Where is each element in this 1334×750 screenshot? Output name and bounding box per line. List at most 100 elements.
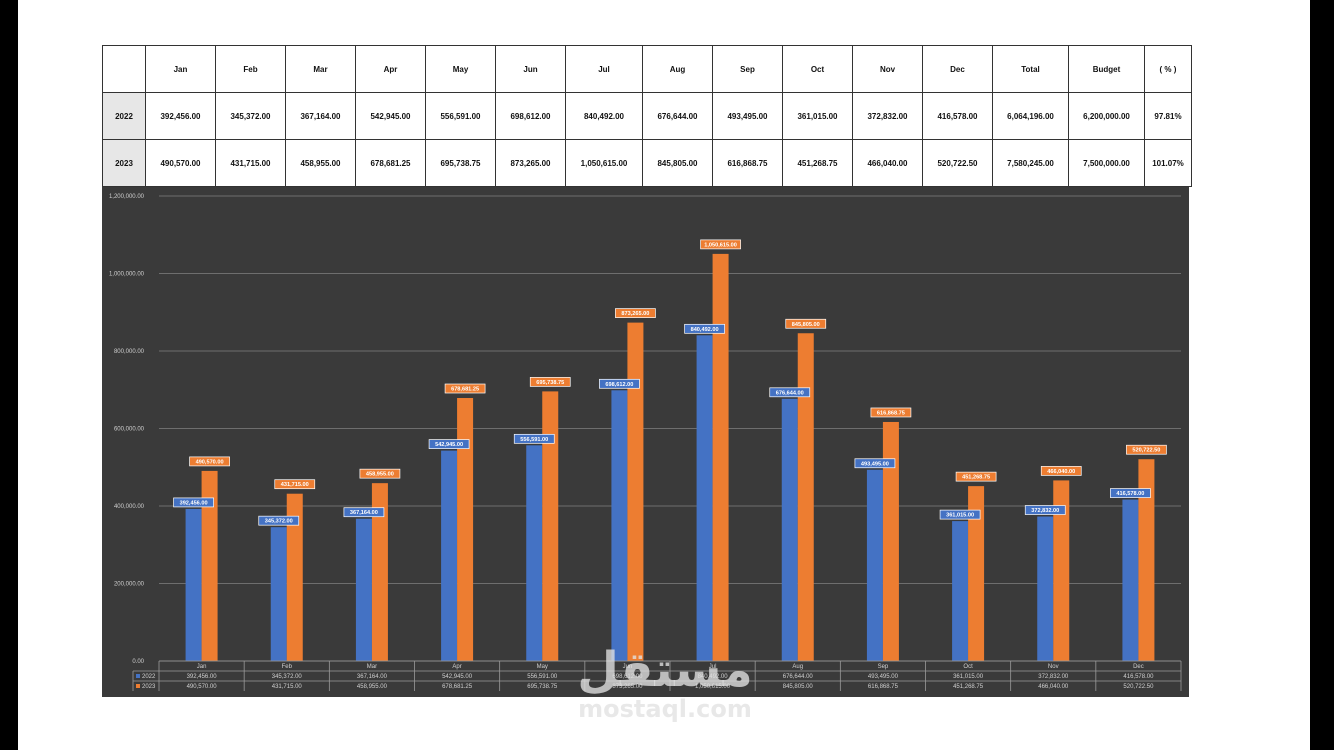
legend-swatch-2023 <box>136 684 140 688</box>
data-label-box <box>1110 488 1151 498</box>
y-tick-label: 800,000.00 <box>114 349 145 355</box>
table-cell: 845,805.00 <box>642 139 713 187</box>
data-table-cell: 542,945.00 <box>442 674 473 680</box>
data-table-cell: 372,832.00 <box>1038 674 1069 680</box>
table-cell: 698,612.00 <box>495 92 566 140</box>
x-tick-label: Dec <box>1133 664 1144 670</box>
data-table-cell: 616,868.75 <box>868 684 899 690</box>
table-cell: 695,738.75 <box>425 139 496 187</box>
legend-label: 2022 <box>142 674 156 680</box>
table-row: 2022 392,456.00 345,372.00 367,164.00 54… <box>102 92 1192 140</box>
table-cell: 676,644.00 <box>642 92 713 140</box>
data-table-cell: 458,955.00 <box>357 684 388 690</box>
table-cell: 520,722.50 <box>922 139 993 187</box>
bar-2023 <box>1053 480 1070 661</box>
table-cell: 431,715.00 <box>215 139 286 187</box>
table-cell: 101.07% <box>1144 139 1192 187</box>
y-tick-label: 600,000.00 <box>114 427 145 433</box>
data-label-box <box>258 515 300 526</box>
data-label: 678,681.25 <box>451 387 479 393</box>
data-label-box <box>529 377 571 387</box>
table-cell: 6,200,000.00 <box>1068 92 1145 140</box>
x-tick-label: Mar <box>367 664 377 670</box>
header-cell: ( % ) <box>1144 45 1192 93</box>
bar-chart: 0.00 200,000.00 400,000.00 600,000.00 800,00… <box>102 187 1189 697</box>
data-label-box <box>359 468 401 479</box>
data-label: 616,868.75 <box>877 410 905 416</box>
x-tick-label: Jun <box>623 664 633 670</box>
data-label-box <box>615 308 656 318</box>
table-cell: 451,268.75 <box>782 139 853 187</box>
bar-2022 <box>781 398 798 661</box>
data-label: 458,955.00 <box>366 472 394 478</box>
data-label-box <box>428 439 470 449</box>
table-cell: 493,495.00 <box>712 92 783 140</box>
legend-swatch-2022 <box>136 674 140 678</box>
data-label-box <box>1040 466 1082 476</box>
data-label-box <box>444 383 486 394</box>
data-table-cell: 556,591.00 <box>527 674 558 680</box>
data-label-box <box>700 239 741 250</box>
x-tick-label: Jan <box>197 664 207 670</box>
data-label-box <box>1024 505 1066 515</box>
table-cell: 7,500,000.00 <box>1068 139 1145 187</box>
y-tick-label: 200,000.00 <box>114 582 145 588</box>
data-label: 490,570.00 <box>196 459 224 465</box>
header-cell: Jul <box>565 45 643 93</box>
table-cell: 416,578.00 <box>922 92 993 140</box>
x-tick-label: May <box>537 664 548 670</box>
header-cell: Nov <box>852 45 923 93</box>
bar-2023 <box>968 486 985 661</box>
bar-2022 <box>526 445 543 661</box>
data-label-box <box>189 456 230 467</box>
data-label-box <box>955 471 997 482</box>
bar-2022 <box>696 335 713 661</box>
data-label-box <box>274 479 316 490</box>
data-label-box <box>343 507 385 518</box>
bar-2022 <box>270 527 287 661</box>
header-cell: Jun <box>495 45 566 93</box>
table-cell: 6,064,196.00 <box>992 92 1069 140</box>
data-label: 698,612.00 <box>605 382 633 388</box>
data-label: 493,495.00 <box>861 461 889 467</box>
data-label: 676,644.00 <box>776 390 804 396</box>
header-cell: Dec <box>922 45 993 93</box>
table-cell: 372,832.00 <box>852 92 923 140</box>
data-label: 466,040.00 <box>1047 469 1075 475</box>
data-table-cell: 493,495.00 <box>868 674 899 680</box>
header-cell: Aug <box>642 45 713 93</box>
table-header-row: Jan Feb Mar Apr May Jun Jul Aug Sep Oct … <box>102 45 1192 93</box>
x-tick-label: Oct <box>963 664 973 670</box>
data-label-box <box>599 378 640 389</box>
header-cell: Mar <box>285 45 356 93</box>
bar-2023 <box>712 253 729 661</box>
data-label: 431,715.00 <box>281 482 309 488</box>
bar-2023 <box>797 333 814 661</box>
data-label-box <box>939 509 981 520</box>
y-tick-label: 400,000.00 <box>114 504 145 510</box>
table-cell: 490,570.00 <box>145 139 216 187</box>
table-cell: 840,492.00 <box>565 92 643 140</box>
table-cell: 466,040.00 <box>852 139 923 187</box>
header-cell: Sep <box>712 45 783 93</box>
data-label-box <box>684 323 725 334</box>
x-tick-label: Apr <box>452 664 461 670</box>
bar-2022 <box>185 508 202 661</box>
bar-2022 <box>611 390 628 661</box>
bar-2023 <box>286 493 303 661</box>
table-cell: 1,050,615.00 <box>565 139 643 187</box>
data-label: 542,945.00 <box>435 442 463 448</box>
bar-2022 <box>355 518 372 661</box>
bar-2022 <box>1037 516 1054 661</box>
bar-2023 <box>627 322 644 661</box>
data-label: 345,372.00 <box>265 519 293 525</box>
data-label-box <box>173 497 214 508</box>
data-label: 520,722.50 <box>1132 448 1160 454</box>
data-table-cell: 451,268.75 <box>953 684 984 690</box>
data-table-cell: 873,265.00 <box>612 684 643 690</box>
x-tick-label: Feb <box>282 664 293 670</box>
data-label: 556,591.00 <box>520 437 548 443</box>
x-tick-label: Sep <box>878 664 889 670</box>
data-table-cell: 695,738.75 <box>527 684 558 690</box>
bar-2023 <box>882 421 899 661</box>
